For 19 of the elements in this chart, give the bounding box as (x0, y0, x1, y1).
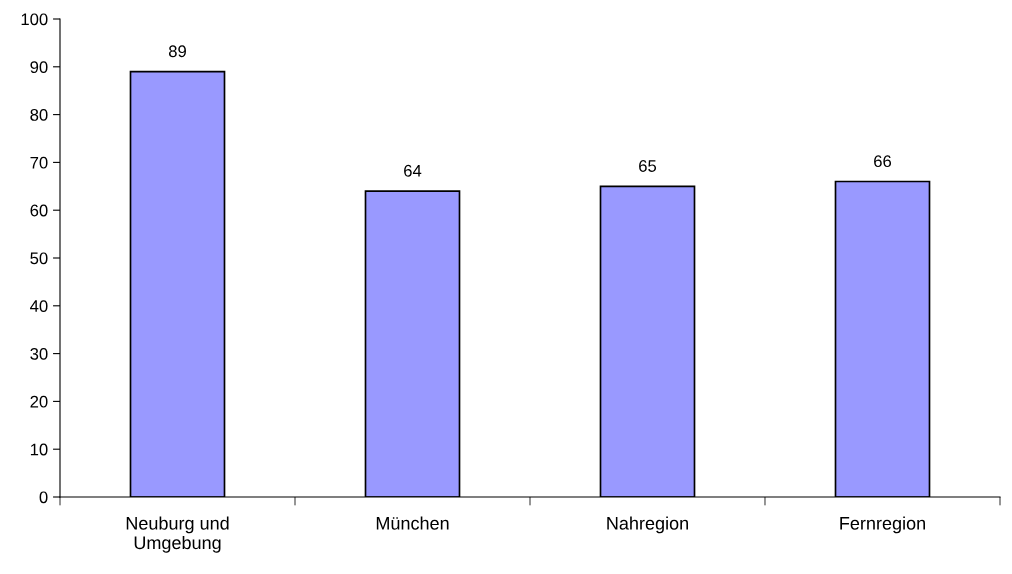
y-tick-label: 60 (30, 204, 48, 217)
y-tick-label: 80 (30, 109, 48, 121)
data-label: 64 (404, 164, 422, 177)
y-tick-label: 90 (30, 61, 48, 73)
y-tick-label: 70 (30, 156, 48, 169)
x-tick-label: Nahregion (607, 516, 688, 534)
data-label: 89 (168, 45, 186, 58)
data-label: 65 (639, 160, 657, 172)
y-tick-label: 100 (21, 13, 48, 26)
y-tick-label: 30 (30, 348, 48, 360)
y-tick-label: 40 (30, 300, 48, 312)
y-tick-label: 20 (30, 395, 48, 408)
x-tick-label: Fernregion (840, 516, 925, 534)
y-tick-label: 50 (30, 252, 48, 265)
data-label: 66 (874, 155, 892, 168)
x-tick-label: München (376, 516, 449, 530)
y-tick-label: 10 (30, 443, 48, 456)
y-tick-label: 0 (39, 491, 48, 504)
x-tick-label: Neuburg und Umgebung (126, 516, 229, 553)
